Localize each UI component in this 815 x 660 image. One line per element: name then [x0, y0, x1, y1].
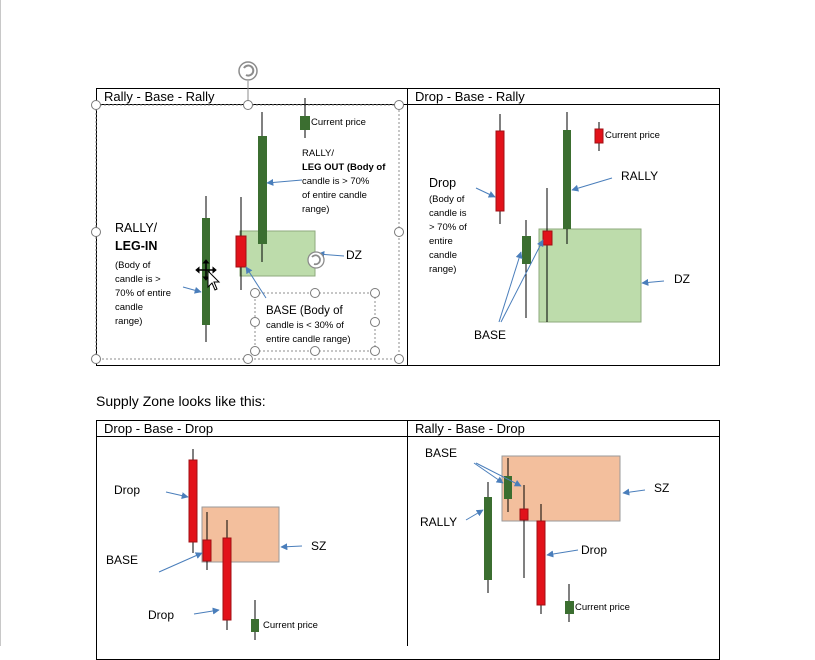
dbr-diagram: Current price RALLY Drop (Body of candle…	[429, 112, 690, 342]
resize-handles[interactable]	[91, 100, 404, 364]
rbr-base-candle	[235, 235, 247, 268]
dbr-current-candle	[594, 128, 604, 144]
rbr-current-candle	[300, 116, 310, 130]
header-drop-base-rally: Drop - Base - Rally	[415, 89, 525, 104]
rbd-rally-candle	[484, 497, 492, 580]
rbd-base2-candle	[519, 508, 529, 521]
dbr-current-price-label: Current price	[605, 130, 660, 141]
rbd-zone-label: SZ	[654, 481, 669, 495]
dbr-demand-zone	[538, 228, 642, 323]
dbd-drop2-candle	[222, 537, 232, 621]
dbd-drop-bottom-label: Drop	[148, 608, 174, 622]
rbd-drop-label: Drop	[581, 543, 607, 557]
dbd-zone-label: SZ	[311, 539, 326, 553]
dbr-drop-arrow	[475, 187, 496, 198]
rbd-rally-label: RALLY	[420, 515, 457, 529]
demand-table-header-divider	[96, 104, 720, 105]
rbr-current-price-label: Current price	[311, 117, 366, 128]
demand-table-column-divider	[407, 88, 408, 366]
rbr-demand-zone	[239, 230, 316, 277]
dbd-zone-arrow	[280, 543, 303, 551]
dbd-drop-top-arrow	[165, 491, 189, 500]
rotate-handle-icon[interactable]	[307, 251, 325, 269]
rbr-diagram: Current price RALLY/ LEG OUT (Body of ca…	[91, 61, 404, 364]
rbr-rally-in-arrow	[182, 286, 202, 294]
rotate-handle-icon[interactable]	[238, 61, 258, 81]
rbd-zone-arrow	[622, 488, 646, 496]
dbr-rally-candle	[563, 130, 571, 229]
rbd-rally-arrow	[465, 509, 484, 521]
dbr-base2-candle	[542, 230, 553, 246]
dbd-base-arrow	[158, 552, 203, 573]
demand-zone-table: Rally - Base - Rally Drop - Base - Rally	[96, 88, 720, 366]
rbr-zone-label: DZ	[346, 248, 362, 262]
dbd-current-price-label: Current price	[263, 620, 318, 631]
page-edge	[0, 0, 1, 646]
dbd-drop1-candle	[188, 459, 198, 543]
dbr-base-arrow-2	[500, 239, 544, 323]
move-cursor-icon	[195, 259, 221, 291]
dbr-drop-label: Drop (Body of candle is > 70% of entire …	[429, 174, 471, 275]
header-rally-base-drop: Rally - Base - Drop	[415, 421, 525, 436]
rbd-diagram: BASE SZ RALLY Drop Current price	[420, 446, 669, 622]
rbd-base-arrow-1	[473, 462, 504, 484]
dbd-supply-zone	[201, 506, 280, 563]
header-rally-base-rally: Rally - Base - Rally	[104, 89, 215, 104]
dbr-base-label: BASE	[474, 328, 506, 342]
dbr-zone-label: DZ	[674, 272, 690, 286]
rbd-base1-candle	[504, 476, 512, 499]
dbr-rally-arrow	[571, 177, 613, 192]
rbd-base-label: BASE	[425, 446, 457, 460]
supply-caption: Supply Zone looks like this:	[96, 393, 266, 409]
header-drop-base-drop: Drop - Base - Drop	[104, 421, 214, 436]
rbd-current-price-label: Current price	[575, 602, 630, 613]
dbd-drop-bottom-arrow	[193, 607, 220, 615]
rbd-base-arrow-2	[475, 462, 522, 487]
dbr-zone-arrow	[641, 278, 665, 286]
rbd-current-candle	[565, 601, 574, 614]
dbd-base-label: BASE	[106, 553, 138, 567]
dbd-base-candle	[202, 539, 212, 562]
rbr-leg-out-candle	[258, 136, 267, 244]
rbr-rally-in-label: RALLY/ LEG-IN (Body of candle is > 70% o…	[115, 219, 175, 327]
rbd-drop-candle	[536, 520, 546, 606]
dbd-diagram: Drop BASE SZ Drop Current price	[106, 449, 326, 640]
rbr-rally-out-label: RALLY/ LEG OUT (Body of candle is > 70% …	[302, 148, 388, 215]
dbd-drop-top-label: Drop	[114, 483, 140, 497]
diagram-canvas: Current price RALLY/ LEG OUT (Body of ca…	[91, 61, 690, 640]
dbr-base1-candle	[522, 236, 531, 264]
dbr-base-arrow-1	[498, 251, 523, 323]
supply-table-column-divider	[407, 420, 408, 646]
dbr-drop-candle	[495, 130, 505, 212]
dbr-rally-label: RALLY	[621, 169, 658, 183]
rbr-base-arrow	[245, 266, 267, 299]
rbd-drop-arrow	[546, 549, 579, 558]
rbr-base-label: BASE (Body of candle is < 30% of entire …	[266, 301, 351, 345]
dbd-current-candle	[251, 619, 259, 632]
supply-table-header-divider	[96, 436, 720, 437]
rbr-rally-out-arrow	[266, 178, 303, 186]
textbox-handles[interactable]	[250, 288, 380, 356]
